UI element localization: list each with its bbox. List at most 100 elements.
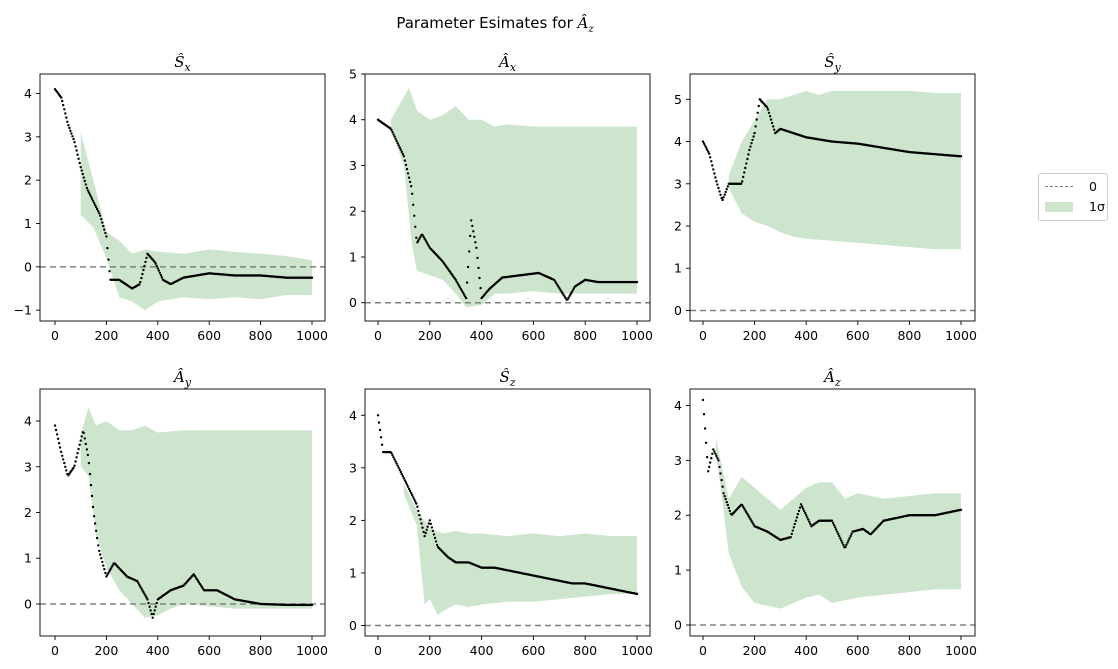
estimate-point bbox=[136, 579, 139, 583]
estimate-point bbox=[794, 519, 798, 522]
estimate-point bbox=[742, 175, 745, 179]
estimate-point bbox=[155, 601, 158, 605]
estimate-point bbox=[137, 581, 140, 585]
estimate-point bbox=[717, 459, 720, 462]
x-tick-label: 0 bbox=[699, 328, 707, 343]
estimate-point bbox=[97, 544, 100, 547]
estimate-point bbox=[93, 203, 97, 207]
estimate-point bbox=[158, 271, 162, 275]
estimate-point bbox=[100, 557, 103, 560]
estimate-point bbox=[154, 605, 157, 608]
estimate-point bbox=[83, 179, 87, 183]
estimate-point bbox=[418, 513, 421, 517]
x-tick-label: 600 bbox=[846, 643, 870, 658]
estimate-point bbox=[107, 258, 110, 261]
estimate-point bbox=[70, 132, 73, 135]
x-tick-label: 400 bbox=[146, 328, 170, 343]
estimate-point bbox=[67, 124, 70, 127]
estimate-point bbox=[150, 612, 153, 616]
estimate-point bbox=[476, 256, 479, 260]
estimate-point bbox=[727, 506, 730, 510]
estimate-point bbox=[53, 424, 57, 427]
estimate-point bbox=[768, 115, 772, 118]
estimate-point bbox=[108, 270, 111, 273]
y-tick-label: 0 bbox=[349, 618, 357, 633]
x-tick-label: 400 bbox=[794, 643, 818, 658]
x-tick-label: 200 bbox=[418, 643, 442, 658]
estimate-point bbox=[834, 528, 838, 531]
subplot-title-subscript: y bbox=[184, 376, 192, 389]
y-tick-label: 1 bbox=[24, 551, 32, 566]
fill-swatch bbox=[1045, 201, 1073, 212]
estimate-point bbox=[726, 185, 729, 188]
estimate-point bbox=[139, 585, 142, 588]
one-sigma-band bbox=[390, 87, 637, 308]
estimate-point bbox=[396, 142, 399, 145]
estimate-point bbox=[705, 148, 709, 151]
plot-area bbox=[40, 88, 325, 311]
estimate-point bbox=[749, 145, 752, 148]
y-tick-label: 0 bbox=[349, 295, 357, 310]
estimate-point bbox=[95, 207, 99, 211]
estimate-point bbox=[98, 549, 101, 553]
estimate-point bbox=[75, 149, 78, 152]
estimate-point bbox=[89, 195, 93, 198]
estimate-point bbox=[845, 543, 848, 547]
estimate-point bbox=[717, 186, 720, 190]
estimate-point bbox=[708, 465, 711, 469]
estimate-point bbox=[714, 452, 717, 455]
estimate-point bbox=[411, 494, 414, 497]
estimate-point bbox=[745, 162, 748, 165]
estimate-point bbox=[473, 235, 476, 238]
estimate-point bbox=[462, 293, 466, 296]
estimate-point bbox=[746, 512, 749, 516]
subplot-1: 0 200 400 600 800 1000 −1 0 1 2 3 4 Ŝx bbox=[14, 53, 328, 343]
estimate-point bbox=[378, 428, 382, 432]
estimate-point bbox=[466, 265, 470, 269]
estimate-point bbox=[107, 571, 110, 575]
estimate-point bbox=[395, 139, 398, 143]
estimate-point bbox=[464, 296, 468, 300]
estimate-point bbox=[84, 183, 88, 186]
y-tick-label: 0 bbox=[24, 596, 32, 611]
estimate-point bbox=[723, 193, 726, 196]
estimate-point bbox=[571, 289, 574, 292]
estimate-point bbox=[401, 152, 405, 156]
y-tick-label: −1 bbox=[14, 303, 32, 318]
estimate-point bbox=[433, 536, 437, 540]
x-tick-label: 1000 bbox=[621, 643, 653, 658]
estimate-point bbox=[701, 140, 705, 143]
estimate-point bbox=[478, 276, 481, 280]
estimate-point bbox=[472, 230, 475, 233]
estimate-point bbox=[73, 464, 76, 467]
estimate-point bbox=[721, 485, 724, 488]
estimate-point bbox=[458, 286, 461, 289]
one-sigma-band bbox=[715, 438, 961, 609]
plot-area bbox=[365, 87, 650, 308]
x-tick-label: 600 bbox=[521, 643, 545, 658]
legend-label-zero: 0 bbox=[1089, 179, 1097, 194]
estimate-point bbox=[423, 237, 426, 240]
estimate-point bbox=[69, 129, 72, 132]
estimate-point bbox=[806, 516, 809, 519]
estimate-point bbox=[800, 505, 804, 508]
estimate-point bbox=[391, 454, 394, 457]
estimate-point bbox=[765, 106, 769, 109]
estimate-point bbox=[159, 274, 163, 277]
estimate-point bbox=[396, 464, 399, 467]
estimate-point bbox=[725, 188, 728, 191]
estimate-point bbox=[748, 148, 751, 152]
x-tick-label: 0 bbox=[374, 643, 382, 658]
estimate-point bbox=[415, 502, 418, 505]
x-tick-label: 400 bbox=[470, 328, 494, 343]
figure-title-text: Parameter Esimates for Âz bbox=[396, 14, 594, 35]
estimate-point bbox=[89, 483, 93, 487]
estimate-point bbox=[479, 286, 482, 290]
estimate-point bbox=[715, 454, 718, 458]
estimate-point bbox=[429, 522, 432, 526]
estimate-point bbox=[801, 507, 805, 510]
estimate-point bbox=[791, 529, 794, 532]
estimate-point bbox=[767, 111, 771, 115]
x-tick-label: 1000 bbox=[621, 328, 653, 343]
estimate-point bbox=[746, 157, 749, 161]
